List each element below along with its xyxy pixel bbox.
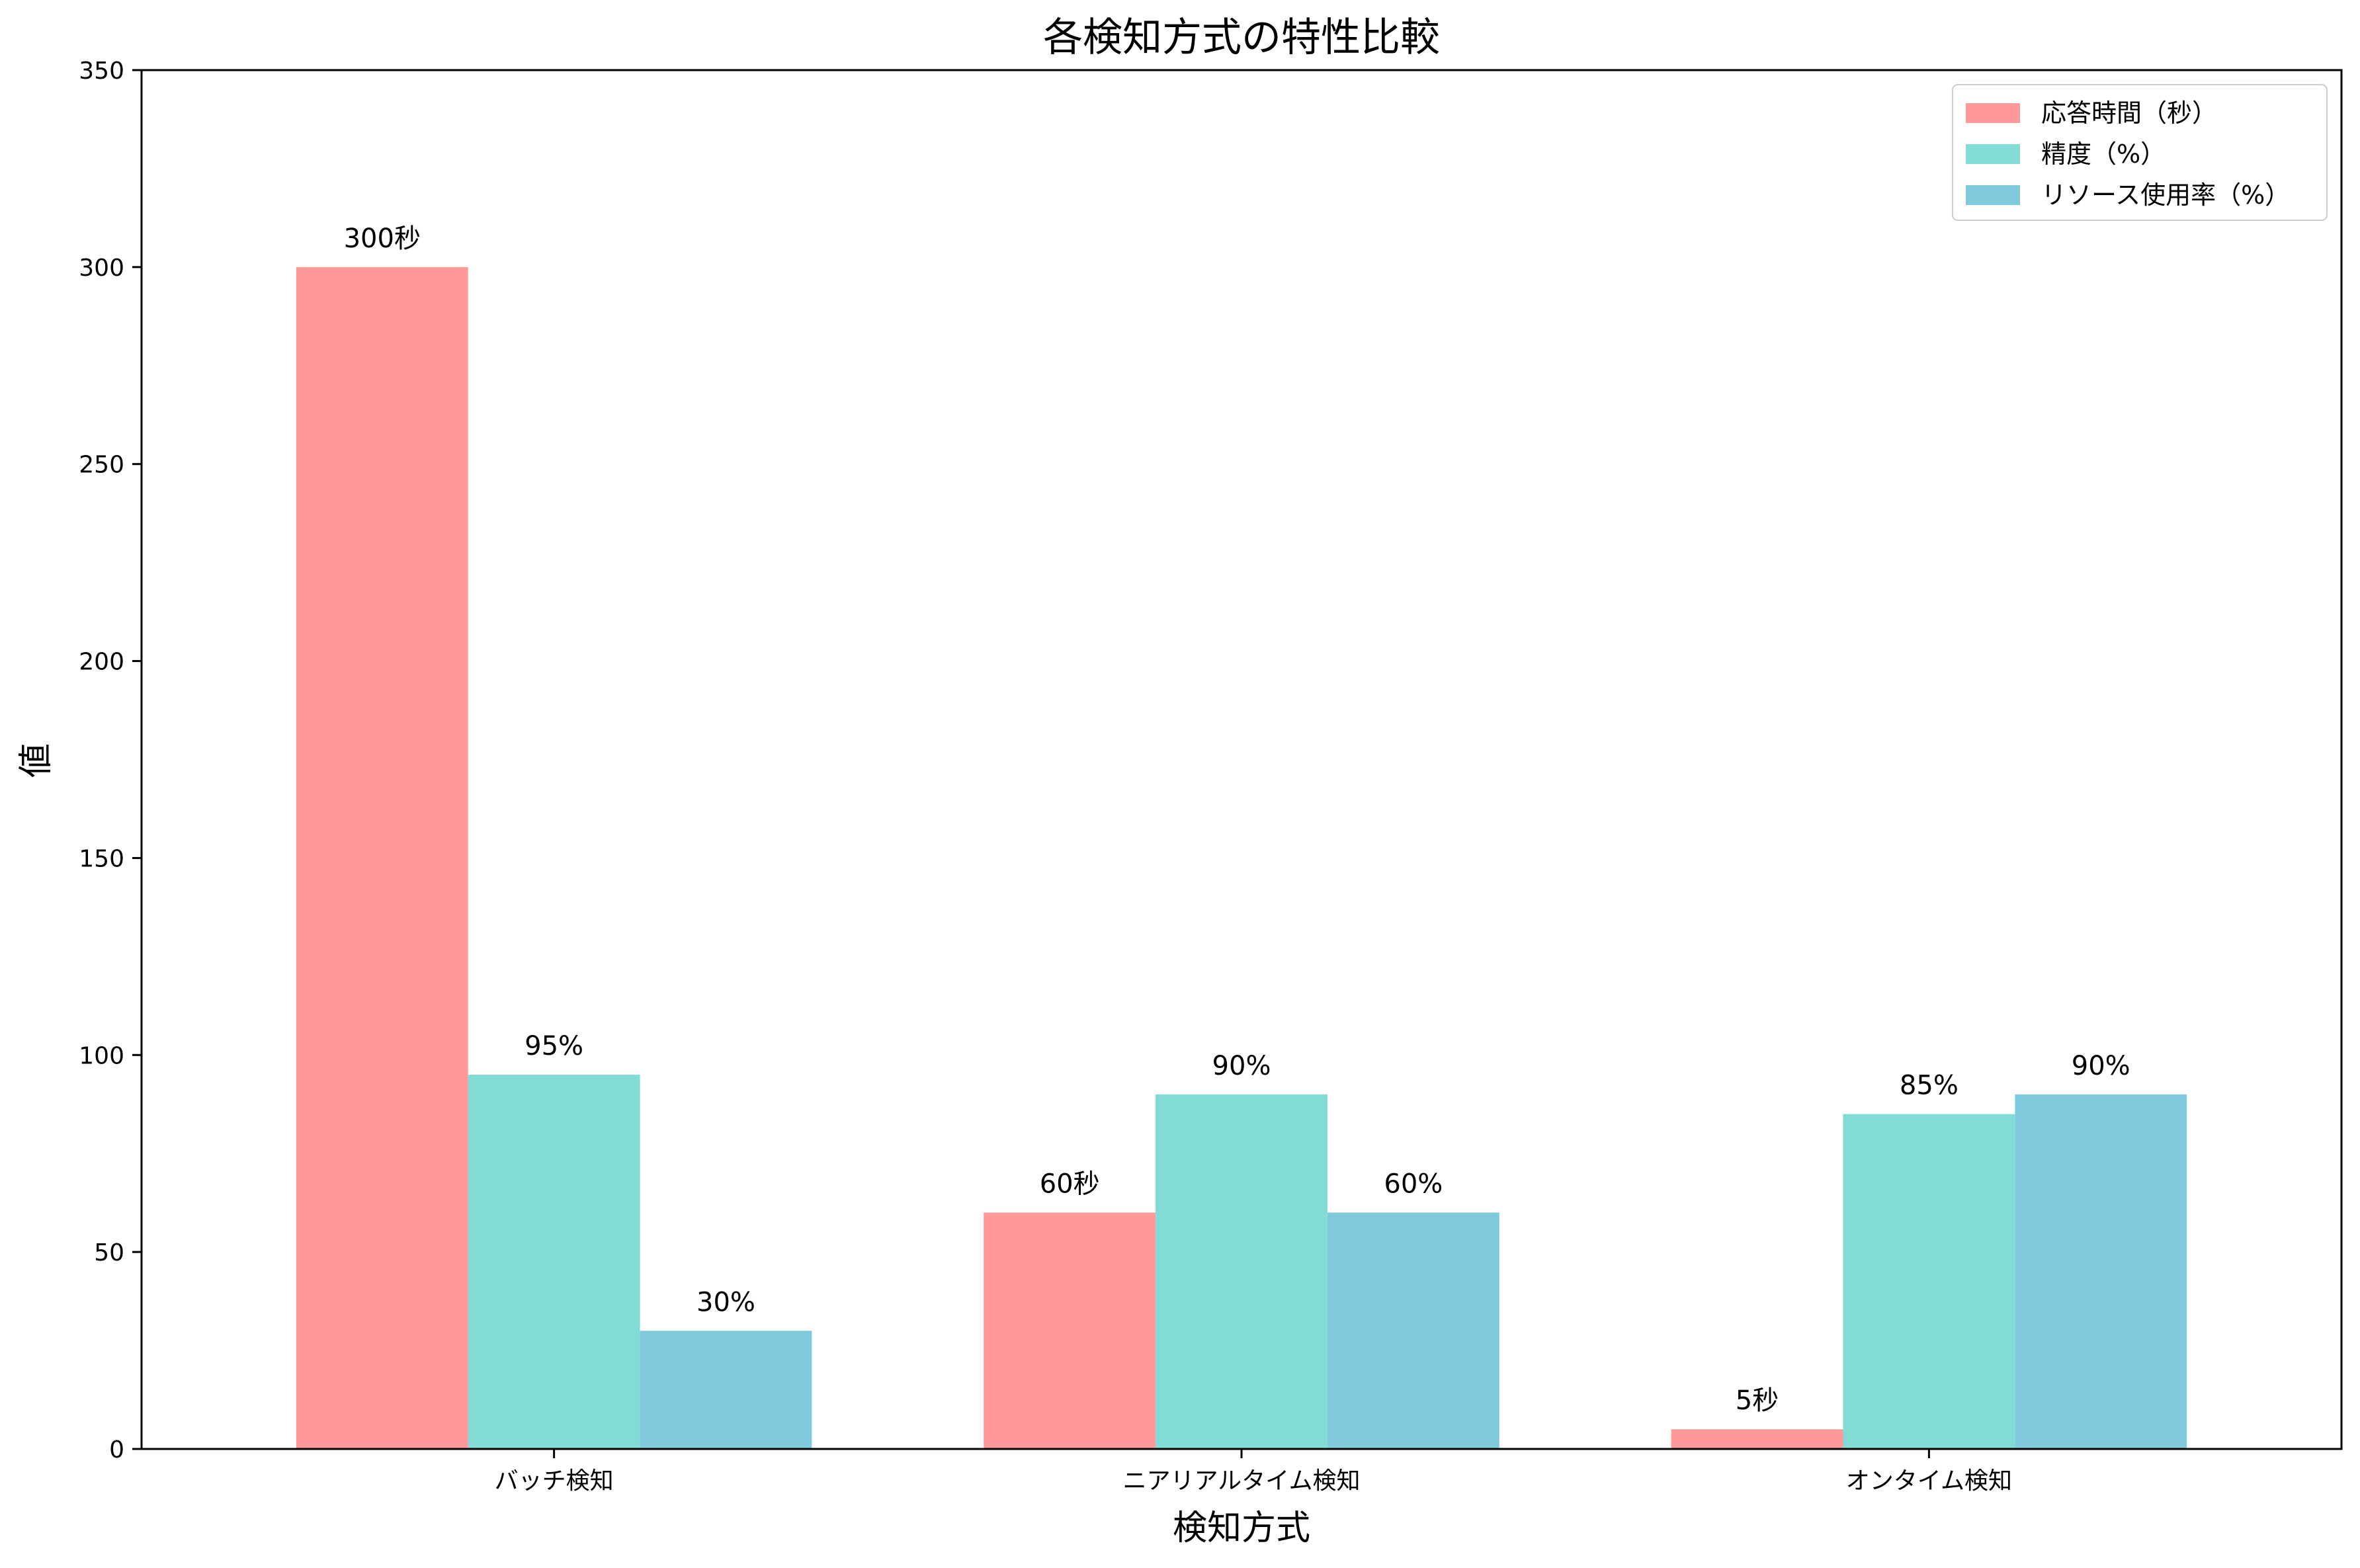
bar-series3-cat3 <box>2015 1094 2187 1449</box>
legend-swatch-series3 <box>1966 185 2020 205</box>
y-tick-label: 50 <box>94 1239 124 1266</box>
x-tick-label-ニアリアルタイム検知: ニアリアルタイム検知 <box>1123 1467 1361 1495</box>
legend: 応答時間（秒） 精度（%） リソース使用率（%） <box>1952 84 2328 221</box>
legend-label-series3: リソース使用率（%） <box>2041 181 2290 210</box>
data-label-series1-cat1: 300秒 <box>344 224 421 254</box>
data-label-series2-cat2: 90% <box>1212 1051 1271 1081</box>
data-labels-layer: 300秒 60秒 5秒 95% 90% 85% 30% 60% 90% <box>344 224 2130 1416</box>
data-label-series3-cat1: 30% <box>696 1287 755 1317</box>
bar-series1-cat1 <box>296 267 468 1449</box>
legend-swatch-series2 <box>1966 144 2020 164</box>
legend-swatch-series1 <box>1966 103 2020 123</box>
legend-label-series2: 精度（%） <box>2041 140 2166 169</box>
bar-series3-cat1 <box>640 1331 812 1449</box>
bar-series2-cat2 <box>1156 1094 1328 1449</box>
data-label-series1-cat3: 5秒 <box>1736 1385 1779 1416</box>
x-axis-title: 検知方式 <box>1173 1508 1310 1548</box>
bar-series3-cat2 <box>1327 1212 1499 1449</box>
y-tick-label: 300 <box>79 255 124 282</box>
data-label-series3-cat3: 90% <box>2072 1051 2130 1081</box>
y-axis-title: 値 <box>17 743 56 778</box>
x-tick-label-バッチ検知: バッチ検知 <box>495 1467 614 1495</box>
data-label-series1-cat2: 60秒 <box>1040 1169 1100 1200</box>
legend-label-series1: 応答時間（秒） <box>2041 99 2217 128</box>
y-tick-label: 150 <box>79 845 124 872</box>
x-tick-label-オンタイム検知: オンタイム検知 <box>1846 1467 2012 1495</box>
y-tick-label: 200 <box>79 649 124 676</box>
y-tick-label: 250 <box>79 452 124 479</box>
x-axis: バッチ検知 ニアリアルタイム検知 オンタイム検知 <box>495 1449 2012 1495</box>
bar-series2-cat1 <box>468 1075 640 1449</box>
bars-layer <box>296 267 2187 1449</box>
legend-frame <box>1952 84 2328 221</box>
y-tick-label: 100 <box>79 1042 124 1069</box>
bar-series2-cat3 <box>1843 1114 2015 1449</box>
bar-series1-cat2 <box>984 1212 1156 1449</box>
data-label-series2-cat3: 85% <box>1900 1071 1959 1101</box>
y-tick-label: 0 <box>109 1436 124 1464</box>
y-tick-label: 350 <box>79 58 124 85</box>
y-axis: 0 50 100 150 200 250 300 350 <box>79 58 142 1464</box>
data-label-series2-cat1: 95% <box>525 1031 583 1061</box>
legend-items: 応答時間（秒） 精度（%） リソース使用率（%） <box>1966 99 2290 210</box>
bar-series1-cat3 <box>1671 1429 1843 1449</box>
chart-title: 各検知方式の特性比較 <box>1043 15 1440 61</box>
data-label-series3-cat2: 60% <box>1384 1169 1443 1200</box>
